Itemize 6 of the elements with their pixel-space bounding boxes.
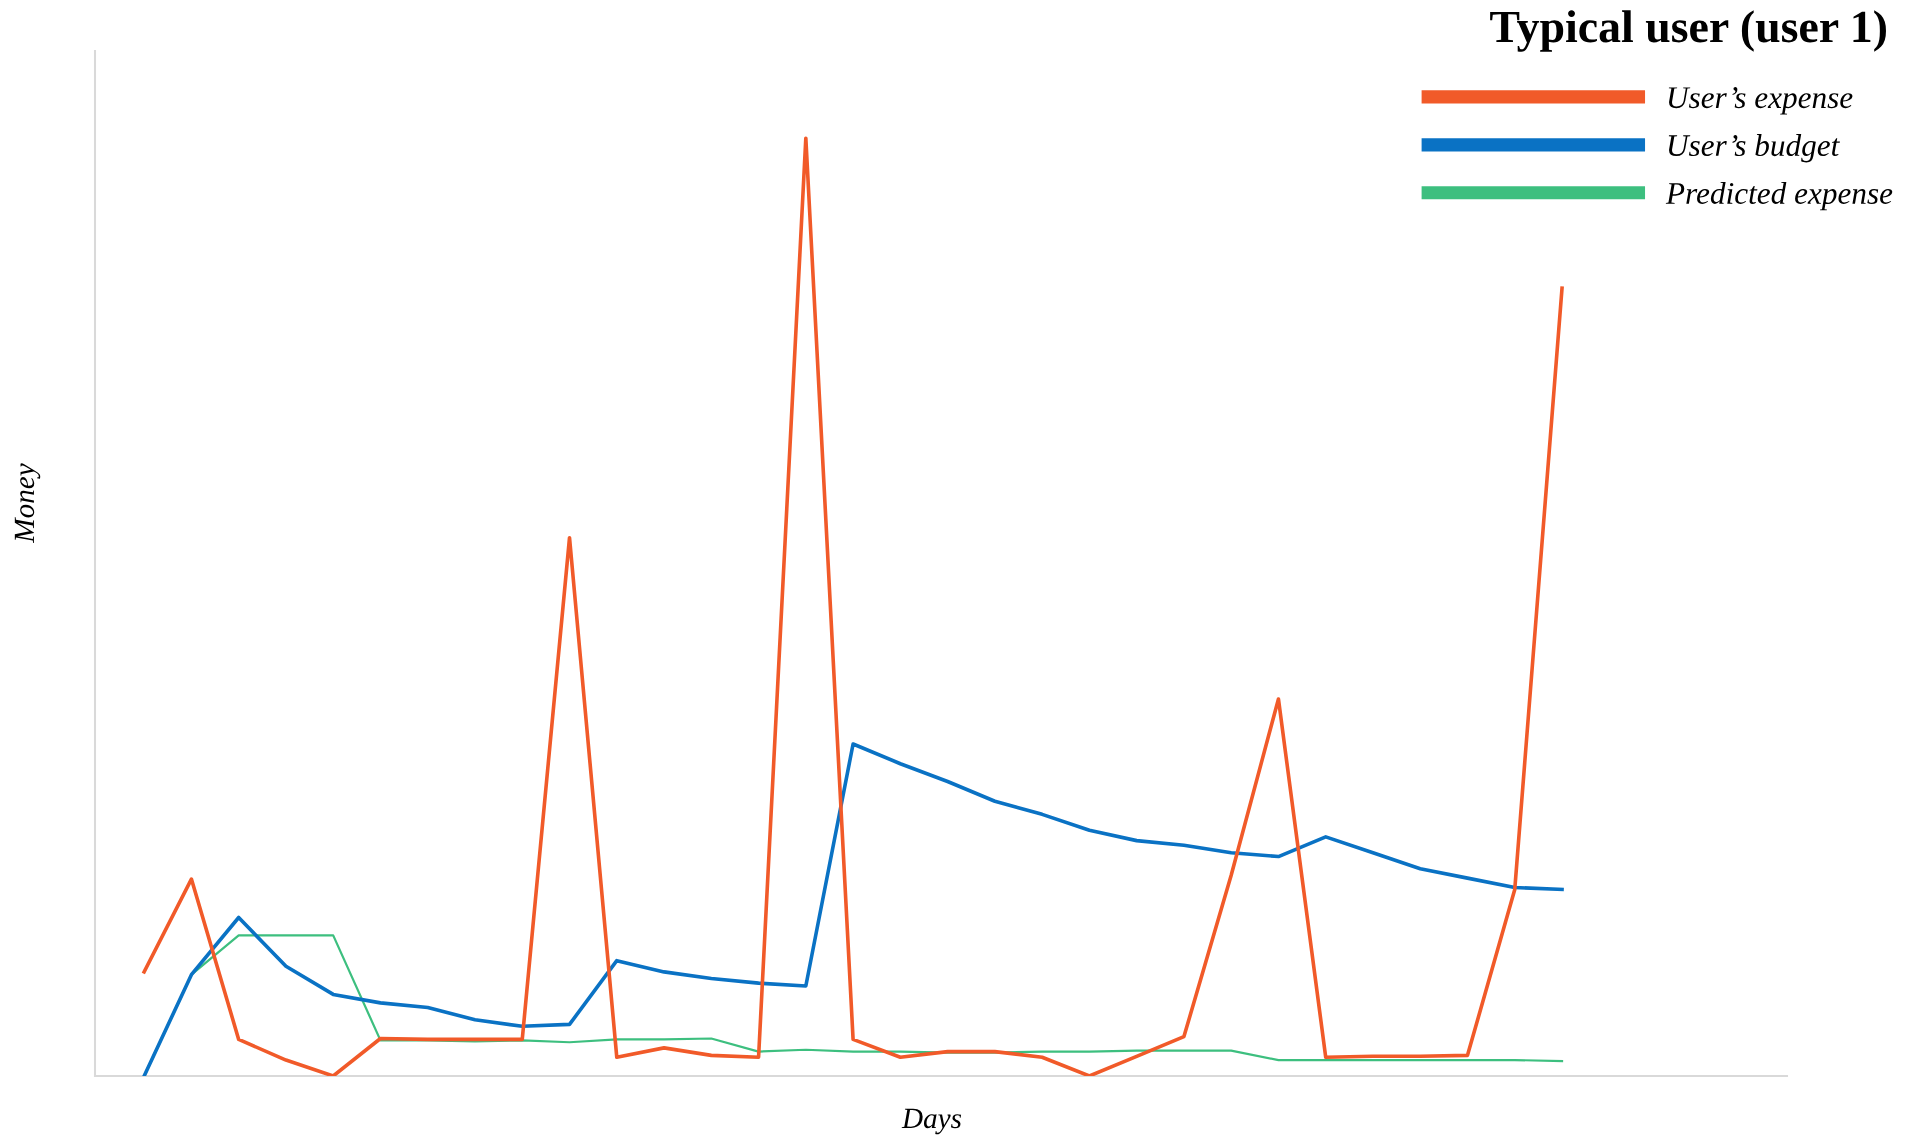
y-axis-title: Money [14, 463, 41, 544]
text: Predicted expense [1665, 182, 1893, 211]
x-axis-title: Days [901, 1108, 962, 1135]
text: User’s budget [1668, 134, 1840, 163]
text: User’s expense [1668, 87, 1853, 115]
text: Typical user (user 1) [1490, 10, 1886, 52]
